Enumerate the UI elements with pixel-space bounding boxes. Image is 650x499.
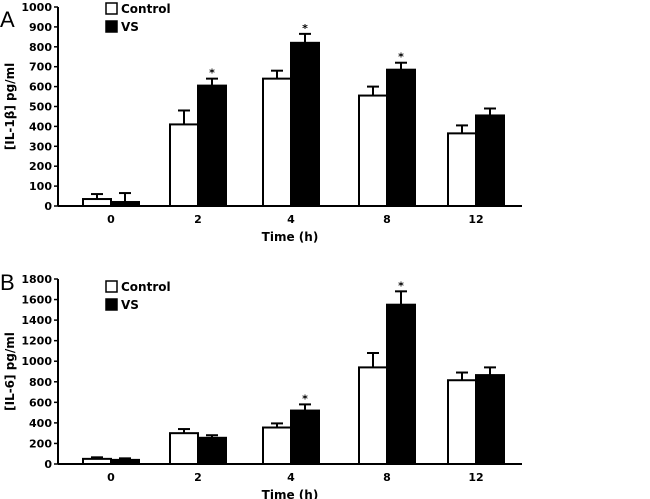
y-tick-label: 1000: [21, 355, 52, 368]
bar-control-0: [82, 198, 112, 208]
x-tick-label: 8: [383, 471, 391, 484]
legend-label: Control: [121, 2, 171, 16]
y-tick-label: 200: [29, 160, 52, 173]
legend-swatch-control: [105, 280, 118, 293]
bar-control-12: [447, 379, 477, 465]
bar-vs-2: [197, 84, 227, 207]
y-tick-label: 200: [29, 437, 52, 450]
bar-vs-2: [197, 436, 227, 465]
y-tick-label: 0: [44, 200, 52, 213]
significance-marker: *: [302, 392, 308, 405]
legend-label: VS: [121, 20, 139, 34]
legend-swatch-vs: [105, 298, 118, 311]
x-tick-label: 0: [107, 471, 115, 484]
y-tick-label: 600: [29, 396, 52, 409]
y-tick-label: 800: [29, 376, 52, 389]
legend-label: VS: [121, 298, 139, 312]
x-tick-label: 12: [468, 213, 483, 226]
bar-control-8: [358, 366, 388, 465]
y-tick-label: 500: [29, 101, 52, 114]
panel-A: A 0 100 200 300 400 500 600 700 800 900 1000 [IL-1β]…: [0, 1, 522, 244]
y-tick-label: 700: [29, 61, 52, 74]
bar-control-4: [262, 426, 292, 465]
panel-label: A: [0, 7, 15, 32]
panel-B: B 0 200 400 600 800 1000 1200 1400 1600 1800 [IL-6]…: [0, 270, 522, 499]
bar-vs-12: [475, 114, 505, 207]
significance-marker: *: [302, 22, 308, 35]
bar-control-8: [358, 94, 388, 207]
x-tick-label: 2: [194, 471, 202, 484]
x-tick-label: 12: [468, 471, 483, 484]
bar-control-0: [82, 457, 112, 466]
significance-marker: *: [398, 51, 404, 64]
bar-vs-4: [290, 41, 320, 207]
legend-swatch-control: [105, 2, 118, 15]
x-tick-label: 8: [383, 213, 391, 226]
y-tick-label: 1000: [21, 1, 52, 14]
y-tick-label: 800: [29, 41, 52, 54]
x-axis-label: Time (h): [262, 488, 319, 499]
bar-control-2: [169, 432, 199, 465]
y-tick-label: 1200: [21, 335, 52, 348]
y-tick-label: 300: [29, 140, 52, 153]
y-tick-label: 1400: [21, 314, 52, 327]
y-axis-label: [IL-1β] pg/ml: [3, 63, 17, 150]
y-axis-label: [IL-6] pg/ml: [3, 332, 17, 411]
panel-label: B: [0, 270, 15, 295]
significance-marker: *: [398, 279, 404, 292]
y-tick-label: 600: [29, 81, 52, 94]
y-tick-label: 900: [29, 21, 52, 34]
y-tick-label: 400: [29, 120, 52, 133]
y-tick-label: 100: [29, 180, 52, 193]
x-axis-label: Time (h): [262, 230, 319, 244]
x-tick-label: 4: [287, 471, 295, 484]
x-tick-label: 2: [194, 213, 202, 226]
x-tick-label: 4: [287, 213, 295, 226]
bar-vs-0: [110, 201, 140, 208]
bar-vs-0: [110, 458, 140, 465]
y-tick-label: 1800: [21, 273, 52, 286]
bar-vs-8: [386, 68, 416, 207]
bar-vs-12: [475, 374, 505, 466]
bar-vs-8: [386, 303, 416, 466]
y-tick-label: 1600: [21, 294, 52, 307]
bar-control-2: [169, 123, 199, 207]
x-tick-label: 0: [107, 213, 115, 226]
significance-marker: *: [209, 67, 215, 80]
bar-control-12: [447, 132, 477, 208]
legend-swatch-vs: [105, 20, 118, 33]
y-tick-label: 400: [29, 417, 52, 430]
legend-label: Control: [121, 280, 171, 294]
y-tick-label: 0: [44, 458, 52, 471]
bar-vs-4: [290, 409, 320, 465]
bar-control-4: [262, 77, 292, 207]
